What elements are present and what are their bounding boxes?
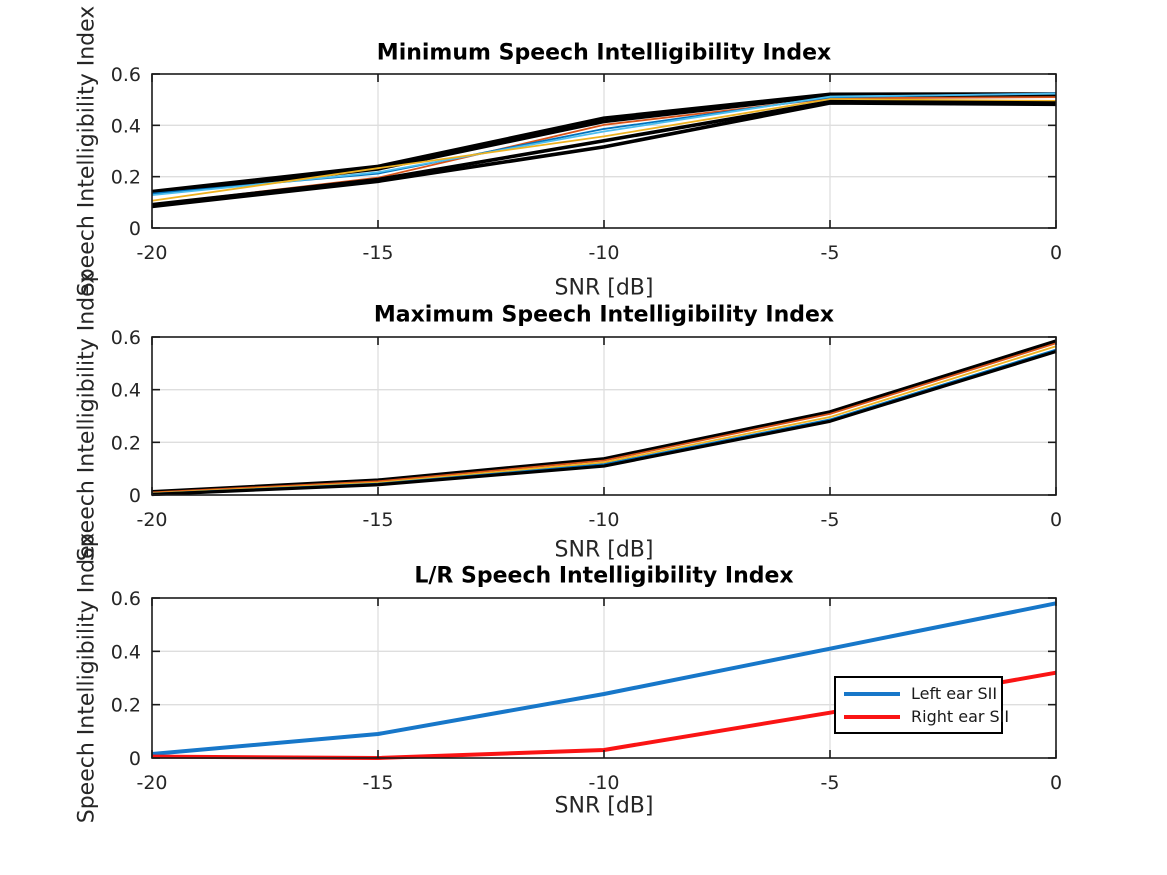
y-tick-label: 0.4 (111, 115, 141, 137)
y-tick-label: 0.6 (111, 327, 141, 349)
x-tick-label: 0 (1050, 772, 1062, 794)
subplot1-y-axis-label: Speech Intelligibility Index (74, 5, 100, 297)
y-tick-label: 0.4 (111, 641, 141, 663)
y-tick-label: 0.4 (111, 380, 141, 402)
y-tick-label: 0.6 (111, 64, 141, 86)
y-tick-label: 0 (129, 485, 141, 507)
legend-line-swatch-blue (844, 691, 900, 696)
y-tick-label: 0.2 (111, 695, 141, 717)
x-tick-label: -20 (136, 509, 167, 531)
subplot1-title: Minimum Speech Intelligibility Index (376, 40, 832, 66)
y-tick-label: 0.2 (111, 432, 141, 454)
series-line (151, 601, 1057, 756)
x-tick-label: -10 (588, 772, 619, 794)
subplot2-title: Maximum Speech Intelligibility Index (373, 302, 835, 328)
x-tick-label: -5 (821, 772, 840, 794)
legend-label: Right ear SII (911, 707, 1010, 726)
subplot2-y-axis-label: Speech Intelligibility Index (74, 270, 100, 562)
series-line (151, 101, 1057, 209)
subplot3-x-axis-label: SNR [dB] (554, 793, 654, 819)
legend-item-left-ear: Left ear SII (844, 684, 997, 703)
x-tick-label: -5 (821, 242, 840, 264)
legend-item-right-ear: Right ear SII (844, 707, 1009, 726)
legend-label: Left ear SII (911, 684, 998, 703)
subplot2-x-axis-label: SNR [dB] (554, 537, 654, 563)
x-tick-label: -10 (588, 242, 619, 264)
legend-line-swatch-red (844, 714, 900, 719)
y-tick-label: 0.6 (111, 588, 141, 610)
series-line (151, 98, 1057, 202)
x-tick-label: 0 (1050, 509, 1062, 531)
x-tick-label: -10 (588, 509, 619, 531)
x-tick-label: -15 (362, 772, 393, 794)
subplot3-y-axis-label: Speech Intelligibility Index (74, 532, 100, 824)
x-tick-label: -20 (136, 242, 167, 264)
y-tick-label: 0 (129, 748, 141, 770)
x-tick-label: -15 (362, 242, 393, 264)
series-line (151, 342, 1057, 494)
series-line (151, 349, 1057, 497)
subplot1-x-axis-label: SNR [dB] (554, 275, 654, 301)
x-tick-label: -20 (136, 772, 167, 794)
y-tick-label: 0 (129, 218, 141, 240)
series-line (151, 339, 1057, 494)
x-tick-label: -15 (362, 509, 393, 531)
y-tick-label: 0.2 (111, 167, 141, 189)
x-tick-label: 0 (1050, 242, 1062, 264)
legend: Left ear SII Right ear SII (834, 676, 1009, 734)
subplot3-title: L/R Speech Intelligibility Index (414, 563, 794, 589)
x-tick-label: -5 (821, 509, 840, 531)
